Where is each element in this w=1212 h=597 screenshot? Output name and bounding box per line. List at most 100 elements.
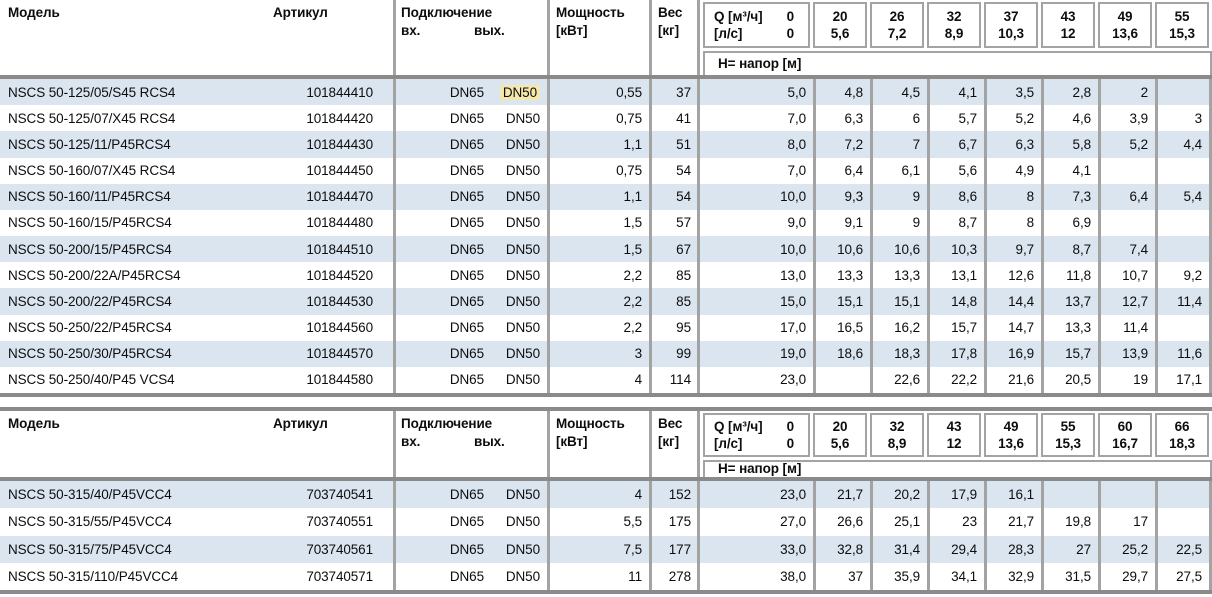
power-cell: 5,5 (547, 508, 649, 536)
article-cell: 101844430 (306, 136, 373, 152)
q-value-cell: 32 8,9 (870, 413, 924, 457)
head-cell (1098, 209, 1155, 237)
connection-cell: DN65 DN50 (393, 314, 547, 341)
weight-cell: 57 (649, 209, 700, 237)
head-cell: 17,0 (780, 320, 806, 336)
article-cell: 101844450 (306, 163, 373, 179)
connection-cell: DN65 DN50 (393, 157, 547, 184)
outlet-value: DN50 (505, 189, 540, 205)
inlet-value: DN65 (449, 189, 484, 205)
table-row: NSCS 50-125/05/S45 RCS4 101844410 DN65 DN50… (0, 79, 1212, 106)
article-cell: 703740561 (306, 541, 373, 557)
head-cell: 15,1 (813, 288, 870, 315)
weight-cell: 51 (649, 131, 700, 158)
table-header: Модель Артикул Подключение вх. вых. Мощн… (0, 0, 1212, 75)
power-cell: 4 (547, 481, 649, 509)
head-cell: 12,6 (984, 262, 1041, 289)
head-cell: 4,8 (813, 79, 870, 106)
q-ls-value: 15,3 (1169, 26, 1195, 41)
model-cell: NSCS 50-125/05/S45 RCS4 (8, 84, 176, 100)
col-header-article: Артикул (273, 5, 328, 20)
q-ls-value: 8,9 (887, 436, 907, 451)
q-flow-label: Q [м³/ч] (714, 9, 763, 24)
head-cell: 7,4 (1098, 236, 1155, 263)
head-cell: 29,7 (1098, 562, 1155, 590)
head-cell: 3 (1155, 105, 1212, 132)
head-cell: 25,2 (1098, 535, 1155, 563)
head-cell: 38,0 (780, 568, 806, 584)
inlet-label: вх. (401, 434, 421, 449)
outlet-value: DN50 (505, 568, 540, 584)
q-flow-value: 32 (946, 9, 962, 24)
q-ls-value: 8,9 (944, 26, 964, 41)
head-cell (1155, 236, 1212, 263)
q-ls-value: 12 (946, 436, 962, 451)
weight-cell: 54 (649, 157, 700, 184)
head-cell: 23 (927, 508, 984, 536)
table-row: NSCS 50-160/07/X45 RCS4 101844450 DN65 DN50… (0, 157, 1212, 184)
q-ls-value: 13,6 (998, 436, 1024, 451)
head-cell: 16,2 (870, 314, 927, 341)
weight-cell: 175 (649, 508, 700, 536)
power-cell: 7,5 (547, 535, 649, 563)
connection-cell: DN65 DN50 (393, 562, 547, 590)
head-cell (1098, 481, 1155, 509)
head-cell: 13,3 (1041, 314, 1098, 341)
q-value-cell: 43 12 (927, 413, 981, 457)
inlet-value: DN65 (449, 487, 484, 503)
head-cell: 20,2 (870, 481, 927, 509)
outlet-value: DN50 (505, 320, 540, 336)
outlet-value: DN50 (505, 541, 540, 557)
model-cell: NSCS 50-250/22/P45RCS4 (8, 320, 172, 336)
model-cell: NSCS 50-160/15/P45RCS4 (8, 215, 172, 231)
head-cell: 22,5 (1155, 535, 1212, 563)
q-ls-zero: 0 (786, 436, 795, 451)
weight-unit-label: [кг] (658, 23, 679, 38)
model-cell: NSCS 50-315/55/P45VCC4 (8, 514, 172, 530)
heavy-divider (0, 393, 1212, 397)
connection-cell: DN65 DN50 (393, 508, 547, 536)
model-cell: NSCS 50-315/40/P45VCC4 (8, 487, 172, 503)
head-cell: 4,6 (1041, 105, 1098, 132)
head-cell (1155, 314, 1212, 341)
outlet-label: вых. (474, 434, 505, 449)
col-header-power: Мощность [кВт] (547, 411, 649, 477)
q-flow-zero-cell: Q [м³/ч] 0 [л/с] 0 (703, 413, 810, 457)
head-cell: 14,4 (984, 288, 1041, 315)
weight-label: Вес (658, 416, 683, 431)
head-cell: 17,1 (1155, 366, 1212, 394)
power-cell: 4 (547, 366, 649, 394)
head-cell: 27,0 (780, 514, 806, 530)
head-cell: 7 (870, 131, 927, 158)
outlet-value: DN50 (505, 487, 540, 503)
head-cell: 6,9 (1041, 209, 1098, 237)
power-cell: 1,1 (547, 131, 649, 158)
weight-cell: 85 (649, 262, 700, 289)
head-cell: 9,1 (813, 209, 870, 237)
connection-label: Подключение (401, 5, 493, 20)
table-row: NSCS 50-125/07/X45 RCS4 101844420 DN65 DN50… (0, 105, 1212, 132)
inlet-value: DN65 (449, 320, 484, 336)
head-cell: 5,2 (1098, 131, 1155, 158)
q-ls-value: 10,3 (998, 26, 1024, 41)
head-cell: 17,8 (927, 340, 984, 367)
head-cell: 3,5 (984, 79, 1041, 106)
weight-cell: 37 (649, 79, 700, 106)
head-cell: 7,3 (1041, 183, 1098, 210)
head-cell: 8 (984, 183, 1041, 210)
head-cell: 14,8 (927, 288, 984, 315)
power-cell: 2,2 (547, 288, 649, 315)
q-ls-value: 5,6 (830, 436, 850, 451)
head-cell: 8,7 (927, 209, 984, 237)
table-gap (0, 397, 1212, 407)
head-cell: 4,9 (984, 157, 1041, 184)
inlet-value: DN65 (449, 136, 484, 152)
head-cell (1155, 79, 1212, 106)
q-header-area: Q [м³/ч] 0 [л/с] 0 20 5,6 32 8,9 43 12 49 13,6 55 15,… (700, 411, 1212, 477)
power-label: Мощность (556, 416, 625, 431)
q-header-row: Q [м³/ч] 0 [л/с] 0 20 5,6 26 7,2 32 8,9 37 10,3 43 12… (703, 2, 1212, 48)
inlet-value: DN65 (449, 215, 484, 231)
head-cell: 6,4 (813, 157, 870, 184)
q-ls-value: 18,3 (1169, 436, 1195, 451)
outlet-label: вых. (474, 23, 505, 38)
